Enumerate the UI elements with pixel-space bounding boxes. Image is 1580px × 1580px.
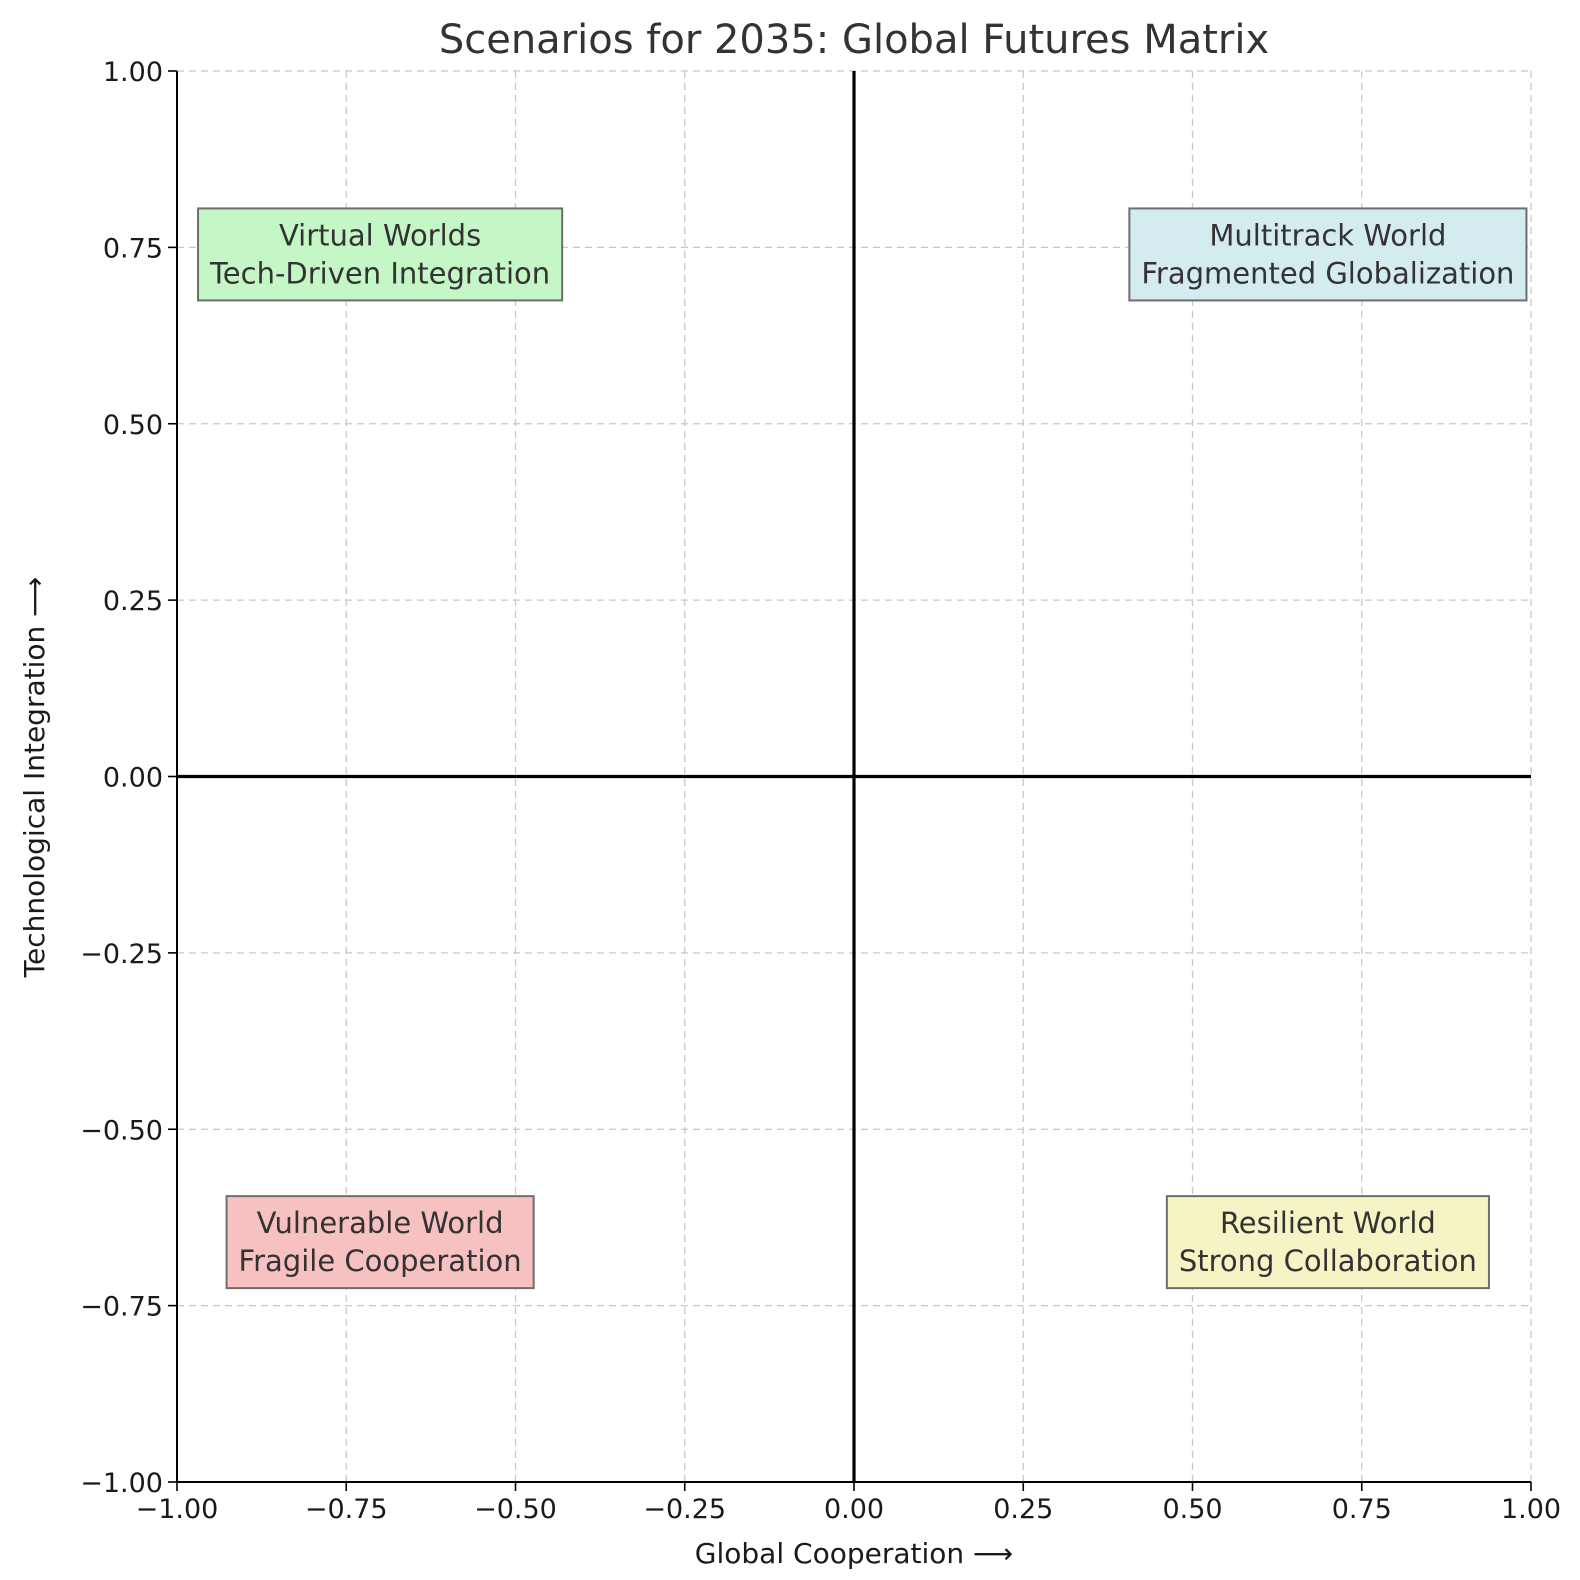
- scenario-name: Resilient World: [1220, 1206, 1436, 1240]
- scenario-box-3: Resilient World Strong Collaboration: [1165, 1195, 1490, 1290]
- reference-lines: [177, 71, 1531, 1482]
- scenario-box-background: [1165, 1195, 1490, 1290]
- x-tick-label: −0.50: [474, 1494, 557, 1525]
- x-tick-label: −0.25: [643, 1494, 726, 1525]
- scenario-description: Strong Collaboration: [1179, 1244, 1477, 1278]
- x-tick-label: 0.50: [1162, 1494, 1222, 1525]
- chart-title: Scenarios for 2035: Global Futures Matri…: [439, 17, 1269, 63]
- scenario-box-background: [1128, 207, 1528, 302]
- scenario-box-background: [225, 1195, 535, 1290]
- y-tick-label: 0.75: [103, 233, 163, 264]
- scenario-description: Fragile Cooperation: [239, 1244, 522, 1278]
- y-tick-label: −1.00: [80, 1468, 163, 1499]
- scenario-box-0: Virtual Worlds Tech-Driven Integration: [197, 207, 564, 302]
- scenario-box-1: Multitrack World Fragmented Globalization: [1128, 207, 1528, 302]
- x-tick-label: −0.75: [305, 1494, 388, 1525]
- scenario-box-2: Vulnerable World Fragile Cooperation: [225, 1195, 535, 1290]
- x-tick-label: 1.00: [1501, 1494, 1561, 1525]
- x-tick-label: 0.00: [824, 1494, 884, 1525]
- x-tick-label: 0.75: [1332, 1494, 1392, 1525]
- scenario-description: Tech-Driven Integration: [209, 256, 550, 290]
- x-axis-title: Global Cooperation ⟶: [695, 1537, 1013, 1570]
- y-tick-label: −0.50: [80, 1115, 163, 1146]
- y-tick-label: 0.25: [103, 586, 163, 617]
- y-tick-label: 0.50: [103, 410, 163, 441]
- scenario-box-background: [197, 207, 564, 302]
- y-axis-title: Technological Integration ⟶: [18, 577, 51, 979]
- y-tick-label: −0.75: [80, 1292, 163, 1323]
- x-tick-label: −1.00: [136, 1494, 219, 1525]
- y-tick-label: 0.00: [103, 763, 163, 794]
- x-axis-ticks: −1.00 −0.75 −0.50 −0.25 0.00 0.25 0.50 0.75 1.00: [136, 1482, 1561, 1525]
- y-tick-label: −0.25: [80, 939, 163, 970]
- scenario-name: Virtual Worlds: [279, 218, 481, 252]
- y-tick-label: 1.00: [103, 57, 163, 88]
- scenario-annotations: Virtual Worlds Tech-Driven Integration Mul…: [197, 207, 1528, 1290]
- y-axis-ticks: −1.00 −0.75 −0.50 −0.25 0.00 0.25 0.50 0.75 1.00: [80, 57, 177, 1499]
- scenario-name: Multitrack World: [1209, 218, 1446, 252]
- scenario-description: Fragmented Globalization: [1141, 256, 1514, 290]
- scenario-name: Vulnerable World: [257, 1206, 504, 1240]
- x-tick-label: 0.25: [993, 1494, 1053, 1525]
